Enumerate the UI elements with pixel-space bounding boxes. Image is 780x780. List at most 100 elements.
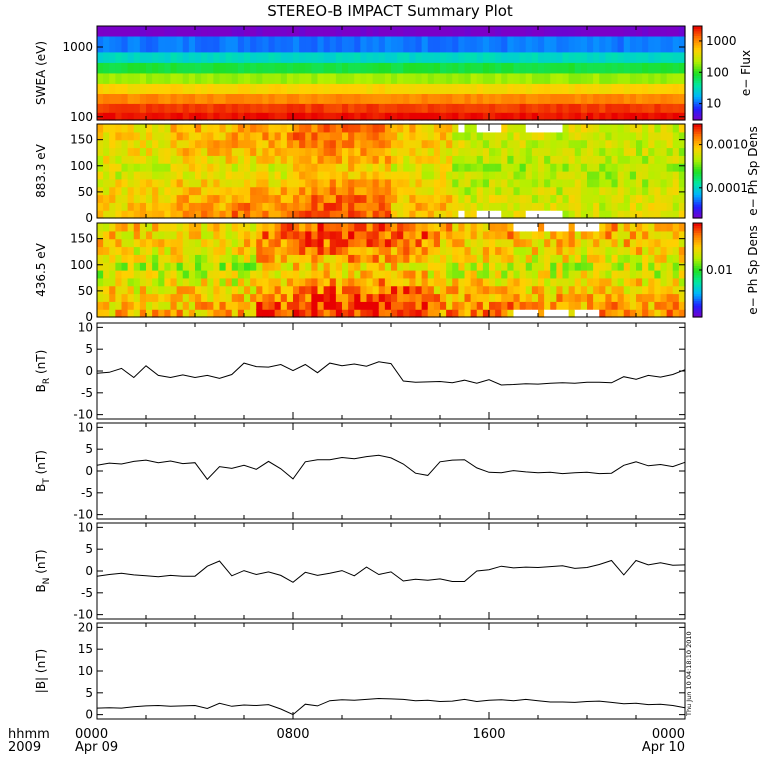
swea-cell [482, 103, 490, 114]
swea-cell [391, 94, 398, 105]
pad883-cell [623, 124, 631, 133]
swea-cell [384, 103, 392, 114]
pad436-cell [293, 277, 300, 287]
pad436-cell [152, 238, 159, 248]
pad883-cell [139, 202, 147, 211]
pad436-cell [538, 223, 545, 232]
pad883-cell [544, 155, 551, 164]
pad883-cell [489, 186, 496, 196]
swea-cell [531, 36, 539, 54]
swea-cell [397, 94, 404, 105]
pad436-cell [195, 293, 202, 302]
pad436-cell [188, 223, 196, 232]
swea-cell [378, 112, 386, 121]
swea-cell [195, 62, 202, 75]
swea-cell [329, 73, 337, 85]
pad883-cell [513, 163, 521, 172]
swea-cell [568, 36, 576, 54]
pad883-cell [409, 155, 417, 164]
pad883-cell [446, 131, 453, 141]
pad436-cell [256, 230, 263, 240]
pad436-cell [133, 246, 141, 255]
pad883-cell [415, 131, 423, 141]
swea-cell [262, 36, 270, 54]
pad883-cell [103, 163, 110, 172]
pad883-cell [268, 210, 276, 219]
swea-cell [311, 26, 319, 38]
pad436-cell [678, 270, 686, 279]
pad436-cell [495, 293, 502, 302]
pad436-cell [648, 223, 655, 232]
pad883-cell [286, 163, 294, 172]
pad436-cell [115, 309, 123, 318]
pad883-cell [440, 194, 447, 203]
pad436-cell [378, 223, 386, 232]
pad883-cell [452, 131, 459, 141]
pad436-cell [458, 285, 466, 295]
pad883-cell [146, 124, 153, 133]
pad436-cell [372, 277, 380, 287]
pad436-cell [109, 301, 116, 310]
pad883-cell [666, 210, 674, 219]
pad436-cell [152, 277, 159, 287]
pad883-cell [464, 131, 472, 141]
pad436-cell [366, 238, 374, 248]
swea-cell [378, 83, 386, 95]
pad436-cell [574, 230, 582, 240]
pad436-cell [629, 262, 637, 271]
pad436-cell [507, 238, 515, 248]
swea-cell [636, 103, 643, 114]
swea-cell [366, 62, 374, 75]
pad436-cell [237, 301, 245, 310]
swea-cell [378, 62, 386, 75]
pad436-cell [409, 285, 417, 295]
pad436-cell [642, 293, 649, 302]
pad883-cell [133, 163, 141, 172]
pad883-cell [311, 178, 319, 188]
swea-cell [286, 94, 294, 105]
pad883-cell [280, 155, 288, 164]
swea-cell [587, 103, 594, 114]
swea-cell [360, 112, 368, 121]
pad436-cell [495, 254, 502, 263]
pad436-cell [660, 293, 668, 302]
pad436-cell [544, 285, 551, 295]
pad436-cell [458, 277, 466, 287]
swea-cell [580, 83, 588, 95]
pad436-cell [433, 254, 441, 263]
pad436-cell [495, 230, 502, 240]
pad436-cell [648, 246, 655, 255]
swea-cell [562, 36, 570, 54]
swea-cell [538, 83, 545, 95]
pad436-cell [305, 230, 312, 240]
pad883-cell [421, 171, 429, 180]
pad883-cell [378, 147, 386, 156]
swea-cell [409, 62, 417, 75]
pad883-cell [231, 171, 239, 180]
pad883-cell [335, 163, 343, 172]
swea-cell [538, 94, 545, 105]
swea-cell [139, 83, 147, 95]
pad883-cell [458, 178, 466, 188]
swea-cell [158, 83, 165, 95]
pad436-cell [629, 246, 637, 255]
swea-cell [237, 94, 245, 105]
pad883-cell [372, 210, 380, 219]
pad436-cell [207, 285, 214, 295]
pad883-cell [611, 178, 619, 188]
pad436-cell [219, 254, 227, 263]
pad436-cell [182, 277, 190, 287]
pad883-cell [231, 202, 239, 211]
pad436-cell [182, 223, 190, 232]
pad436-cell [476, 238, 484, 248]
pad883-cell [97, 163, 104, 172]
swea-cell [311, 62, 319, 75]
pad883-cell [580, 171, 588, 180]
pad436-cell [342, 301, 349, 310]
pad436-cell [188, 301, 196, 310]
pad436-cell [201, 285, 208, 295]
pad883-cell [580, 155, 588, 164]
pad883-cell [231, 124, 239, 133]
swea-cell [587, 94, 594, 105]
swea-cell [378, 73, 386, 85]
